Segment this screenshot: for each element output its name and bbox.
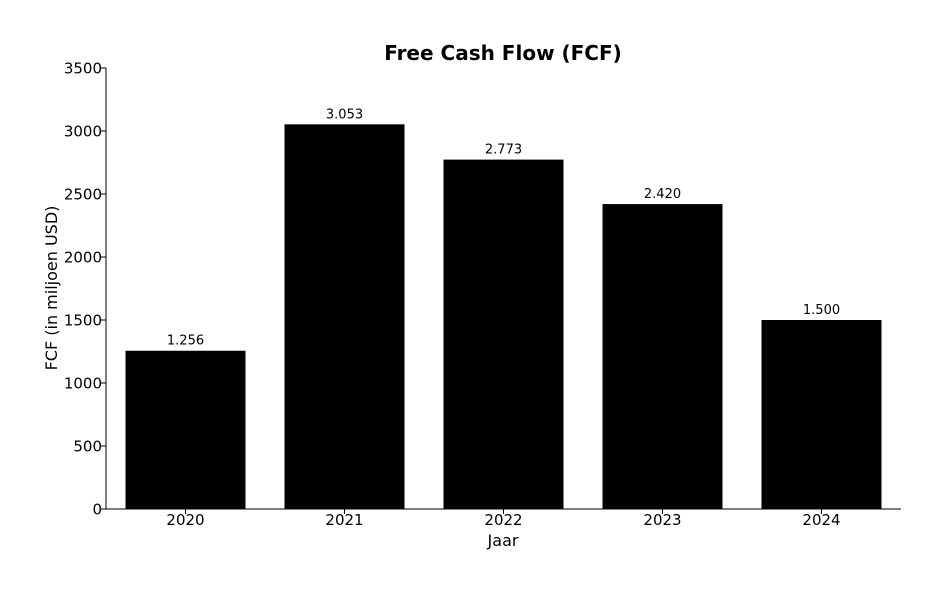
x-tick-label: 2024 xyxy=(802,511,840,529)
bar-value-label: 3.053 xyxy=(326,107,363,122)
y-tick-label: 1500 xyxy=(64,312,102,330)
x-axis-label: Jaar xyxy=(487,531,519,550)
x-tick-label: 2021 xyxy=(325,511,363,529)
bar-labels-group: 1.256 3.053 2.773 2.420 1.500 xyxy=(167,107,840,348)
x-tick-label: 2022 xyxy=(484,511,522,529)
y-tick-label: 3500 xyxy=(64,60,102,78)
x-tick-label: 2020 xyxy=(166,511,204,529)
y-axis-ticks: 0 500 1000 1500 2000 2500 3000 3500 xyxy=(64,60,106,519)
x-axis-ticks: 2020 2021 2022 2023 2024 xyxy=(166,509,841,529)
bar-2024 xyxy=(761,320,882,509)
y-tick-label: 0 xyxy=(92,501,102,519)
bar-value-label: 1.500 xyxy=(803,303,840,318)
bar-2021 xyxy=(284,124,405,510)
bar-value-label: 1.256 xyxy=(167,334,204,349)
bar-value-label: 2.773 xyxy=(485,143,522,158)
y-tick-label: 500 xyxy=(73,438,102,456)
bar-2022 xyxy=(443,159,564,510)
bar-2020 xyxy=(125,350,246,509)
y-tick-label: 3000 xyxy=(64,123,102,141)
x-tick-label: 2023 xyxy=(643,511,681,529)
y-tick-label: 1000 xyxy=(64,375,102,393)
bar-2023 xyxy=(602,204,723,509)
bars-group xyxy=(125,124,882,510)
y-tick-label: 2500 xyxy=(64,186,102,204)
y-tick-label: 2000 xyxy=(64,249,102,267)
bar-value-label: 2.420 xyxy=(644,187,681,202)
y-axis-label: FCF (in miljoen USD) xyxy=(42,206,61,371)
chart-title: Free Cash Flow (FCF) xyxy=(384,41,622,65)
